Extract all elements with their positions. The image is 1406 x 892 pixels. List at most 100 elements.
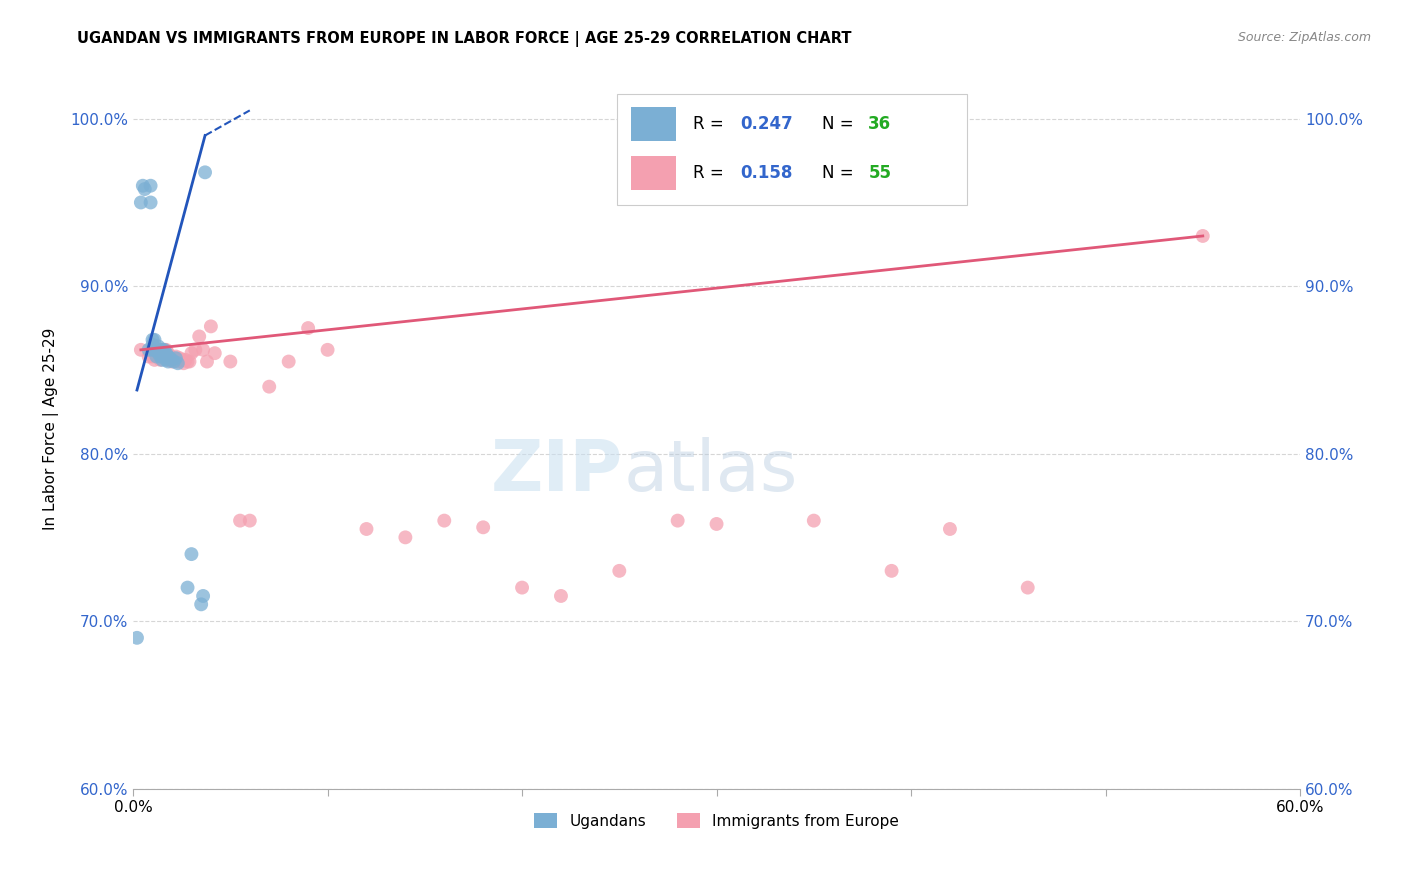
Point [134, 182, 156, 196]
Point [666, 514, 689, 528]
Point [190, 598, 212, 612]
Point [157, 350, 180, 364]
Point [150, 350, 173, 364]
Point [148, 339, 170, 353]
Text: UGANDAN VS IMMIGRANTS FROM EUROPE IN LABOR FORCE | AGE 25-29 CORRELATION CHART: UGANDAN VS IMMIGRANTS FROM EUROPE IN LAB… [77, 31, 852, 47]
Text: 36: 36 [869, 115, 891, 133]
Point [159, 350, 181, 364]
Point [180, 547, 202, 561]
Point [550, 589, 572, 603]
Point [145, 350, 167, 364]
Point [607, 564, 630, 578]
Point [155, 352, 177, 367]
Point [143, 343, 166, 357]
Point [141, 343, 163, 357]
Point [141, 333, 163, 347]
Text: Source: ZipAtlas.com: Source: ZipAtlas.com [1237, 31, 1371, 45]
Point [155, 343, 177, 357]
Point [141, 338, 163, 352]
Point [880, 564, 903, 578]
Point [149, 350, 172, 364]
Text: N =: N = [821, 164, 859, 182]
Point [155, 350, 177, 364]
Point [143, 352, 166, 367]
Text: 55: 55 [869, 164, 891, 182]
Point [394, 530, 416, 544]
Y-axis label: In Labor Force | Age 25-29: In Labor Force | Age 25-29 [44, 327, 59, 530]
Point [139, 195, 162, 210]
Point [170, 352, 193, 367]
Point [157, 352, 180, 367]
Point [1017, 581, 1039, 595]
Legend: Ugandans, Immigrants from Europe: Ugandans, Immigrants from Europe [529, 806, 905, 835]
Point [157, 354, 180, 368]
Point [803, 514, 825, 528]
Point [188, 329, 211, 343]
Point [145, 346, 167, 360]
Point [153, 343, 176, 357]
Point [229, 514, 252, 528]
Point [149, 343, 172, 357]
Point [472, 520, 495, 534]
Point [200, 319, 222, 334]
Point [145, 343, 167, 357]
Point [166, 354, 188, 368]
Point [148, 350, 170, 364]
Text: 0.247: 0.247 [740, 115, 793, 133]
Point [195, 354, 218, 368]
Point [191, 343, 214, 357]
Point [125, 631, 148, 645]
Point [219, 354, 242, 368]
FancyBboxPatch shape [631, 107, 676, 141]
Point [173, 356, 195, 370]
Point [153, 350, 176, 364]
FancyBboxPatch shape [617, 94, 967, 205]
Point [180, 346, 202, 360]
Point [169, 351, 191, 366]
Point [1191, 229, 1213, 244]
Point [176, 581, 198, 595]
Point [138, 350, 160, 364]
Point [174, 352, 197, 367]
Text: ZIP: ZIP [491, 437, 623, 507]
Point [204, 346, 226, 360]
Point [155, 346, 177, 360]
Point [132, 178, 155, 193]
Point [143, 333, 166, 347]
Point [179, 354, 201, 368]
Point [141, 350, 163, 364]
Point [166, 356, 188, 370]
Point [163, 351, 186, 366]
Point [939, 522, 962, 536]
Point [706, 516, 728, 531]
Point [191, 589, 214, 603]
Point [277, 354, 299, 368]
Text: R =: R = [693, 115, 730, 133]
Point [316, 343, 339, 357]
Point [150, 352, 173, 367]
Point [157, 346, 180, 360]
Point [163, 354, 186, 368]
Point [153, 343, 176, 357]
Point [129, 195, 152, 210]
Point [239, 514, 262, 528]
Point [150, 343, 173, 357]
Point [257, 379, 280, 393]
Text: R =: R = [693, 164, 730, 182]
Point [184, 343, 207, 357]
Point [129, 343, 152, 357]
Point [165, 351, 187, 366]
Point [159, 351, 181, 366]
Point [149, 352, 172, 367]
Point [510, 581, 533, 595]
Point [160, 352, 183, 367]
Point [138, 343, 160, 357]
Point [160, 354, 183, 368]
Text: atlas: atlas [623, 437, 797, 507]
Point [297, 321, 319, 335]
Point [165, 350, 187, 364]
Point [139, 178, 162, 193]
Point [176, 354, 198, 368]
Text: N =: N = [821, 115, 859, 133]
Point [356, 522, 378, 536]
